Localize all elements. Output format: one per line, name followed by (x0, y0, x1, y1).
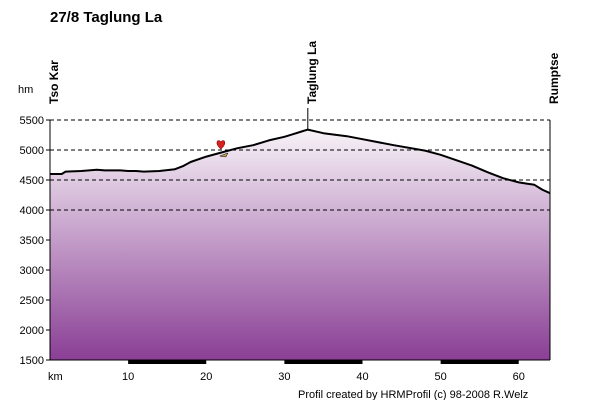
credit-text: Profil created by HRMProfil (c) 98-2008 … (298, 389, 528, 400)
y-tick-label: 1500 (20, 355, 44, 367)
marker-layer (216, 140, 229, 158)
area-layer (50, 129, 550, 360)
elevation-line (50, 128, 551, 195)
y-tick-label: 4500 (20, 175, 44, 187)
x-tick-label: 30 (278, 371, 290, 383)
y-tick-label: 4000 (20, 205, 44, 217)
grid-layer (50, 119, 550, 211)
chart-title: 27/8 Taglung La (50, 9, 163, 26)
x-axis-label: km (48, 371, 63, 383)
heart-marker-icon (216, 140, 226, 150)
place-layer: Tso Kar Taglung La Rumptse (47, 41, 561, 130)
place-label: Tso Kar (47, 60, 61, 104)
axis-layer: 1500 2000 2500 3000 3500 4000 4500 5000 5500 10 20… (20, 115, 551, 383)
y-tick-label: 3500 (20, 235, 44, 247)
y-tick-label: 3000 (20, 265, 44, 277)
km-scale-segment (440, 360, 519, 364)
x-tick-label: 20 (200, 371, 212, 383)
x-tick-label: 10 (122, 371, 134, 383)
place-label: Taglung La (305, 41, 319, 104)
marker-base (218, 152, 229, 158)
line-layer (50, 128, 551, 195)
y-tick-label: 5000 (20, 145, 44, 157)
place-label: Rumptse (547, 52, 561, 104)
y-tick-label: 5500 (20, 115, 44, 127)
km-scale-segment (284, 360, 363, 364)
x-tick-label: 40 (356, 371, 368, 383)
y-axis-label: hm (18, 84, 33, 96)
y-tick-label: 2500 (20, 295, 44, 307)
y-tick-label: 2000 (20, 325, 44, 337)
elevation-area (50, 129, 550, 360)
km-scale-segment (128, 360, 207, 364)
x-tick-label: 60 (513, 371, 525, 383)
x-tick-label: 50 (435, 371, 447, 383)
